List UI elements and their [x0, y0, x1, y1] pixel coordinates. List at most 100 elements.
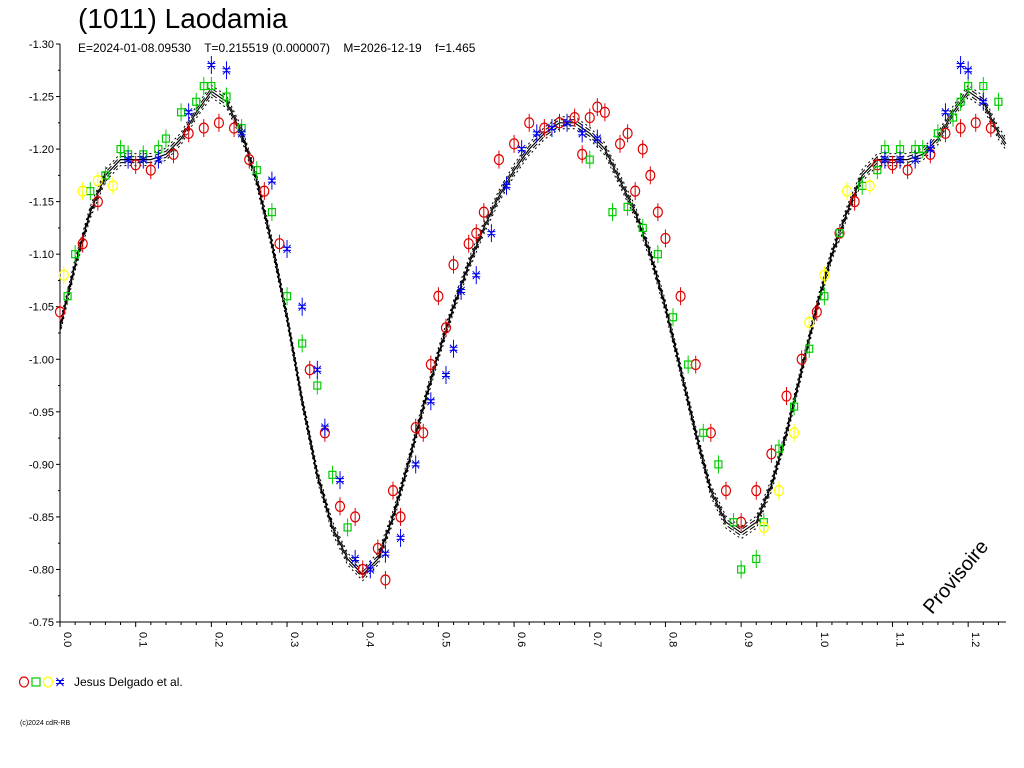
chart-title: (1011) Laodamia [78, 3, 288, 34]
data-point-series-1 [994, 97, 1003, 106]
y-tick-label: -0.80 [29, 564, 54, 576]
data-point-series-3 [517, 144, 526, 154]
data-point-series-0 [425, 358, 436, 371]
data-point-series-0 [887, 159, 898, 171]
data-point-series-0 [471, 227, 482, 239]
star-marker-stroke [207, 60, 216, 70]
data-point-series-3 [139, 155, 148, 164]
data-point-series-1 [752, 554, 761, 564]
data-point-series-0 [244, 154, 255, 166]
x-tick-label: 0.1 [137, 632, 149, 647]
star-marker-stroke [563, 118, 572, 128]
star-marker-stroke [124, 155, 133, 164]
legend-marker [18, 676, 30, 688]
data-point-series-0 [350, 511, 361, 523]
data-point-series-1 [343, 523, 352, 532]
data-point-series-3 [283, 244, 292, 254]
data-point-series-1 [956, 97, 965, 106]
data-point-series-0 [637, 143, 648, 155]
data-point-series-1 [737, 565, 746, 574]
fit-curve-line [59, 93, 1007, 579]
data-point-series-0 [660, 232, 671, 245]
star-marker-stroke [366, 565, 375, 574]
star-marker-stroke [956, 60, 965, 70]
data-point-series-1 [714, 460, 723, 469]
star-marker-stroke [396, 533, 405, 543]
data-point-series-0 [849, 196, 860, 208]
data-point-series-1 [835, 229, 844, 238]
star-marker-stroke [336, 475, 345, 485]
legend-label: Jesus Delgado et al. [74, 675, 183, 689]
data-point-series-0 [440, 322, 452, 334]
data-point-series-1 [789, 402, 799, 411]
data-point-series-0 [410, 421, 421, 434]
data-point-series-0 [463, 238, 474, 250]
data-point-series-0 [675, 290, 686, 302]
y-tick-label: -0.85 [29, 512, 54, 524]
data-point-series-1 [948, 113, 958, 122]
fit-curve-line [59, 87, 1007, 573]
star-marker-stroke [896, 155, 905, 164]
data-point-series-3 [880, 155, 889, 164]
star-marker-stroke [472, 270, 481, 280]
star-marker-stroke [532, 128, 541, 138]
star-marker-stroke [593, 134, 602, 143]
data-point-series-0 [395, 511, 406, 523]
data-point-series-3 [896, 155, 905, 164]
data-point-series-1 [805, 344, 814, 353]
x-tick-label: 0.2 [212, 632, 224, 647]
y-tick-label: -1.15 [29, 197, 54, 209]
data-point-series-0 [433, 290, 444, 302]
data-point-series-3 [926, 144, 935, 154]
data-point-series-0 [198, 122, 209, 134]
data-point-series-3 [426, 396, 435, 406]
data-point-series-0 [418, 427, 429, 439]
star-marker-stroke [449, 344, 458, 354]
data-point-series-3 [457, 286, 466, 296]
data-point-series-3 [547, 123, 556, 133]
data-point-series-1 [267, 208, 277, 217]
star-marker-stroke [502, 181, 511, 191]
data-point-series-1 [313, 381, 322, 390]
data-point-series-0 [630, 185, 641, 197]
data-point-series-1 [684, 360, 693, 369]
data-point-series-0 [599, 106, 610, 118]
fit-curves [59, 84, 1007, 582]
data-point-series-0 [213, 117, 225, 129]
data-point-series-0 [380, 574, 391, 586]
data-point-series-1 [623, 202, 632, 211]
data-point-series-0 [796, 353, 807, 365]
data-point-series-3 [411, 460, 420, 469]
data-point-series-0 [508, 138, 520, 150]
data-point-series-3 [267, 176, 276, 185]
data-point-series-0 [387, 485, 399, 497]
data-point-series-0 [259, 185, 270, 197]
y-tick-label: -1.20 [29, 144, 54, 156]
y-tick-label: -1.25 [29, 92, 54, 104]
data-point-series-0 [145, 164, 156, 176]
data-point-series-0 [448, 259, 459, 271]
data-point-series-3 [441, 370, 450, 380]
star-marker-stroke [313, 365, 322, 375]
data-point-series-1 [116, 144, 125, 154]
data-point-series-1 [729, 518, 738, 527]
y-tick-label: -1.30 [29, 39, 54, 51]
star-marker-stroke [941, 107, 950, 117]
y-tick-label: -1.00 [29, 354, 54, 366]
x-tick-label: 0.8 [666, 632, 678, 647]
y-tick-label: -0.90 [29, 459, 54, 471]
data-point-series-3 [563, 118, 572, 128]
data-point-series-3 [124, 155, 133, 164]
data-point-series-1 [101, 171, 110, 180]
data-point-series-0 [357, 563, 368, 576]
star-marker-stroke [222, 65, 231, 75]
data-point-series-0 [811, 306, 822, 318]
data-point-series-0 [577, 148, 588, 160]
fit-curve-line [59, 90, 1007, 576]
star-marker-stroke [880, 155, 889, 164]
data-points [54, 56, 1003, 589]
star-marker-stroke [237, 128, 246, 138]
data-point-series-0 [539, 122, 550, 134]
data-point-series-3 [298, 302, 307, 312]
